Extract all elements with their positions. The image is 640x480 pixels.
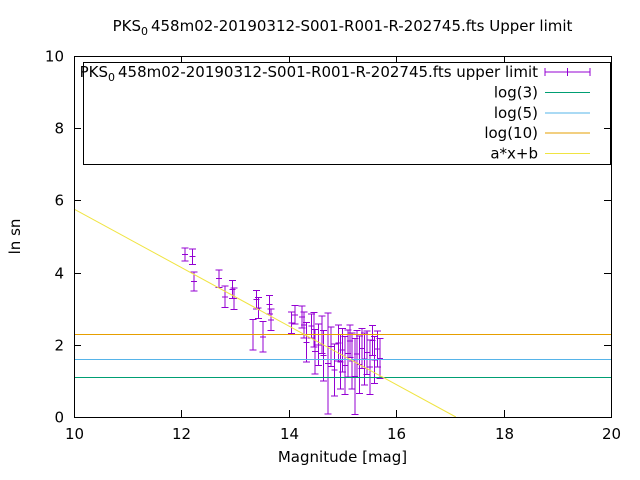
fit-line [73, 208, 457, 418]
y-tick-label: 2 [54, 337, 64, 355]
legend-label: log(3) [494, 83, 538, 101]
legend-sample-errorbar [544, 68, 591, 76]
legend-label: a*x+b [490, 145, 538, 163]
axes: 10 12 14 16 18 20 0 2 4 6 8 10 PKS0 458m02-20190312-… [6, 17, 621, 466]
data-point-errorbar [181, 247, 189, 262]
data-point-errorbar [255, 297, 263, 319]
data-point-errorbar [287, 311, 295, 335]
legend-label: log(5) [494, 104, 538, 122]
x-tick-label: 20 [602, 425, 621, 443]
data-point-errorbar [341, 335, 349, 395]
data-point-errorbar [265, 295, 273, 315]
data-point-errorbar [221, 285, 229, 309]
legend-box [83, 62, 611, 165]
data-point-errorbar [259, 321, 267, 353]
legend-label: log(10) [484, 124, 538, 142]
data-point-errorbar [314, 323, 322, 367]
data-point-errorbar [215, 269, 223, 288]
data-point-errorbar [330, 343, 338, 397]
data-point-errorbar [190, 271, 198, 292]
data-point-errorbar [324, 312, 332, 415]
data-point-errorbar [376, 338, 384, 379]
data-point-errorbar [373, 330, 381, 368]
y-axis-label: ln sn [6, 219, 24, 255]
data-point-errorbar [230, 287, 238, 310]
series-errorbars [181, 247, 384, 415]
data-point-errorbar [267, 308, 275, 332]
y-tick-label: 6 [54, 192, 64, 210]
fit-line-axb [73, 208, 457, 418]
reference-lines [74, 334, 611, 378]
x-tick-label: 18 [495, 425, 514, 443]
plot-border [74, 56, 612, 418]
y-tick-label: 10 [45, 48, 64, 66]
data-point-errorbar [303, 321, 311, 363]
data-point-errorbar [327, 326, 335, 367]
legend: PKS0 458m02-20190312-S001-R001-R-202745.… [80, 62, 611, 165]
legend-entry: log(3) [494, 83, 590, 101]
legend-entry: log(5) [494, 104, 590, 122]
legend-entry: PKS0 458m02-20190312-S001-R001-R-202745.… [80, 63, 591, 84]
x-tick-label: 16 [387, 425, 406, 443]
data-point-errorbar [291, 304, 299, 325]
data-point-errorbar [320, 329, 328, 382]
x-tick-label: 10 [65, 425, 84, 443]
y-tick-label: 4 [54, 265, 64, 283]
data-point-errorbar [335, 324, 343, 362]
chart-title: PKS0 458m02-20190312-S001-R001-R-202745.… [113, 17, 573, 38]
y-tick-label: 0 [54, 409, 64, 427]
x-tick-label: 14 [280, 425, 299, 443]
x-tick-label: 12 [172, 425, 191, 443]
legend-entry: log(10) [484, 124, 590, 142]
x-axis-label: Magnitude [mag] [278, 448, 407, 466]
data-point-errorbar [189, 248, 197, 266]
legend-entry: a*x+b [490, 145, 590, 163]
y-tick-label: 8 [54, 120, 64, 138]
legend-label: PKS0 458m02-20190312-S001-R001-R-202745.… [80, 63, 538, 84]
data-point-errorbar [311, 328, 319, 375]
